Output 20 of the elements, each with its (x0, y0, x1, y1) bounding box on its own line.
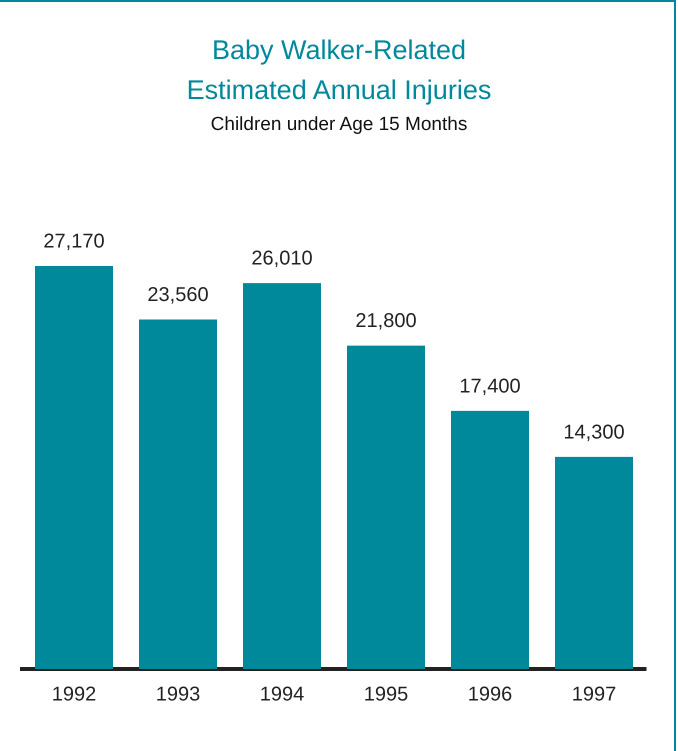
bar (451, 410, 529, 669)
x-tick-label: 1995 (364, 684, 408, 706)
x-tick-label: 1997 (572, 684, 616, 706)
chart-title: Baby Walker-Related Estimated Annual Injuries (186, 34, 492, 107)
data-label: 26,010 (251, 248, 313, 270)
data-label: 27,170 (43, 230, 105, 252)
data-label: 21,800 (355, 310, 417, 332)
x-tick-label: 1993 (156, 684, 200, 706)
x-tick-label: 1994 (260, 684, 304, 706)
bar (555, 456, 633, 669)
chart-subtitle: Children under Age 15 Months (210, 114, 468, 136)
data-label: 14,300 (563, 421, 625, 444)
bar (347, 346, 425, 669)
data-label: 17,400 (459, 375, 521, 398)
bar (35, 266, 113, 669)
data-label: 23,560 (147, 284, 209, 306)
bar (139, 320, 217, 669)
x-tick-label: 1992 (52, 684, 96, 706)
x-tick-label: 1996 (468, 684, 512, 706)
bar (243, 283, 321, 669)
